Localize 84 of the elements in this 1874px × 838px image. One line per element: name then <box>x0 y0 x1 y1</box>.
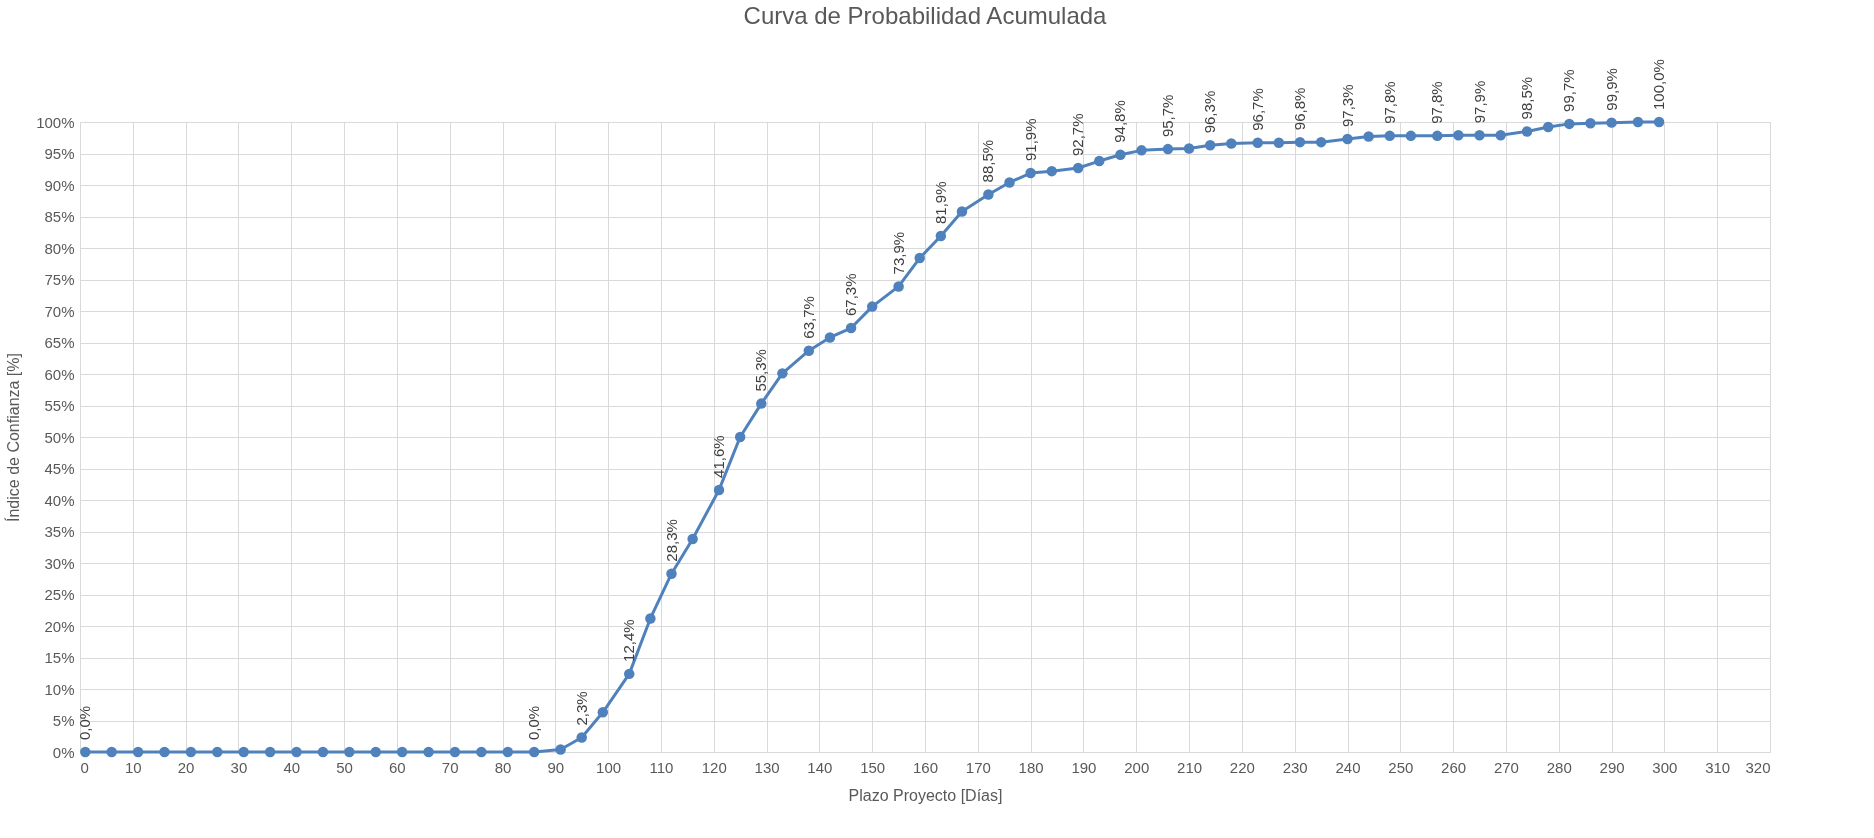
data-label: 81,9% <box>931 181 949 225</box>
x-tick-label: 70 <box>441 758 459 776</box>
data-label: 88,5% <box>979 139 997 183</box>
data-label: 97,8% <box>1380 81 1398 124</box>
x-tick-label: 110 <box>649 758 674 776</box>
x-tick-label: 60 <box>389 758 406 776</box>
data-label: 96,7% <box>1248 88 1266 131</box>
y-tick-label: 95% <box>44 145 75 162</box>
y-axis-title: Índice de Confianza [%] <box>4 353 23 522</box>
x-tick-label: 300 <box>1652 758 1678 776</box>
y-tick-label: 45% <box>44 460 75 477</box>
x-tick-label: 140 <box>807 758 833 776</box>
data-label: 92,7% <box>1069 113 1087 156</box>
data-label: 94,8% <box>1111 100 1129 143</box>
x-tick-label: 10 <box>124 758 142 776</box>
data-label: 91,9% <box>1021 118 1039 162</box>
x-tick-label: 270 <box>1493 758 1519 776</box>
x-tick-label: 280 <box>1546 758 1572 776</box>
x-tick-label: 240 <box>1335 758 1361 776</box>
x-tick-label: 40 <box>283 758 301 776</box>
x-tick-label: 170 <box>965 758 991 776</box>
x-tick-label: 50 <box>336 758 353 776</box>
x-tick-label: 230 <box>1282 758 1308 776</box>
x-tick-label: 80 <box>494 758 512 776</box>
y-tick-label: 50% <box>44 428 75 446</box>
x-tick-label: 290 <box>1599 758 1625 776</box>
data-label: 95,7% <box>1158 94 1176 138</box>
data-label: 63,7% <box>799 296 817 339</box>
y-tick-label: 90% <box>44 176 75 194</box>
x-tick-label: 30 <box>230 758 248 776</box>
y-tick-label: 80% <box>44 239 75 257</box>
x-tick-label: 150 <box>860 758 886 776</box>
data-label: 41,6% <box>710 435 728 478</box>
x-tick-label: 320 <box>1745 758 1771 776</box>
x-tick-label: 100 <box>596 758 622 776</box>
chart-title: Curva de Probabilidad Acumulada <box>743 2 1108 30</box>
x-axis-title: Plazo Proyecto [Días] <box>848 786 1003 804</box>
x-tick-label: 160 <box>912 758 939 776</box>
x-tick-label: 260 <box>1441 758 1467 776</box>
y-tick-label: 25% <box>44 586 75 603</box>
data-label: 99,7% <box>1560 69 1578 112</box>
y-tick-label: 0% <box>52 743 75 761</box>
x-tick-label: 20 <box>177 758 195 776</box>
y-tick-label: 35% <box>44 523 75 540</box>
y-tick-label: 15% <box>44 649 75 666</box>
x-tick-label: 90 <box>547 758 565 776</box>
data-label: 0,0% <box>525 705 543 740</box>
y-tick-label: 70% <box>44 302 75 320</box>
data-label: 55,3% <box>752 349 770 392</box>
y-tick-label: 30% <box>44 554 75 572</box>
y-tick-label: 55% <box>44 397 75 414</box>
x-tick-label: 120 <box>701 758 727 776</box>
data-label: 12,4% <box>620 619 638 662</box>
y-tick-label: 75% <box>44 271 75 288</box>
data-label: 67,3% <box>842 273 860 317</box>
x-tick-label: 220 <box>1229 758 1255 776</box>
data-label: 97,3% <box>1338 84 1356 128</box>
x-tick-label: 190 <box>1071 758 1097 776</box>
data-label: 97,8% <box>1428 81 1446 124</box>
data-label: 96,8% <box>1290 87 1308 131</box>
y-tick-label: 5% <box>52 712 75 729</box>
data-label: 97,9% <box>1470 80 1488 124</box>
y-tick-label: 60% <box>44 365 75 383</box>
data-label: 28,3% <box>662 519 680 562</box>
y-tick-label: 100% <box>36 113 75 131</box>
x-tick-label: 310 <box>1705 758 1731 776</box>
x-tick-label: 180 <box>1018 758 1044 776</box>
y-tick-label: 20% <box>44 617 75 635</box>
x-tick-label: 0 <box>80 758 89 776</box>
data-label: 98,5% <box>1518 76 1536 120</box>
y-tick-label: 65% <box>44 334 75 351</box>
x-tick-label: 130 <box>754 758 780 776</box>
x-tick-label: 250 <box>1388 758 1414 776</box>
data-label: 73,9% <box>889 231 907 275</box>
data-label: 96,3% <box>1201 90 1219 134</box>
y-tick-label: 40% <box>44 491 75 509</box>
data-label: 100,0% <box>1650 59 1668 110</box>
x-tick-label: 200 <box>1124 758 1150 776</box>
data-label: 0,0% <box>76 705 94 740</box>
data-label: 99,9% <box>1602 68 1620 111</box>
data-label: 2,3% <box>572 691 590 726</box>
x-tick-label: 210 <box>1177 758 1203 776</box>
y-tick-label: 10% <box>44 680 75 698</box>
y-tick-label: 85% <box>44 208 75 225</box>
